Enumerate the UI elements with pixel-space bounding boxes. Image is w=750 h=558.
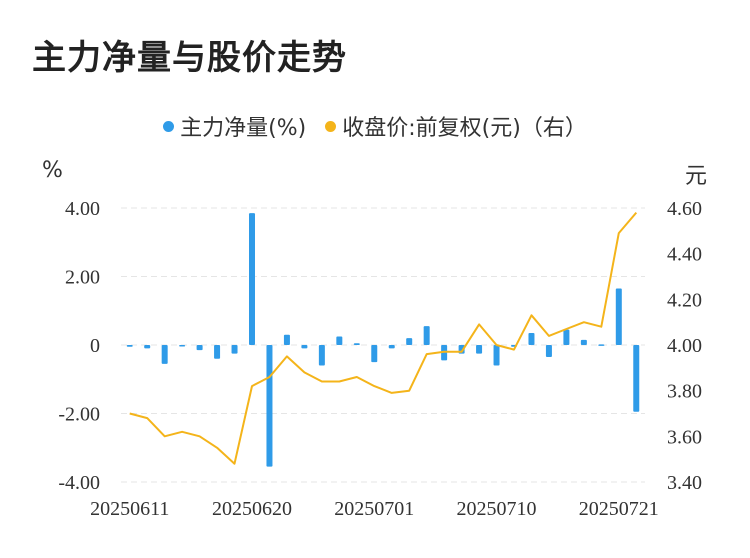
left-tick-label: 4.00 [65, 198, 100, 220]
bar [214, 345, 221, 359]
bar [545, 345, 552, 357]
bar [318, 345, 325, 366]
x-tick-label: 20250701 [334, 498, 414, 520]
bar [249, 213, 255, 345]
bar [371, 345, 378, 363]
left-tick-label: -2.00 [58, 404, 100, 426]
bar [266, 345, 273, 467]
x-axis-ticks: 20250611 20250620 20250701 20250710 20250721 [90, 498, 659, 520]
legend-label-net-volume: 主力净量(%) [180, 116, 307, 141]
x-tick-label: 20250721 [579, 498, 659, 520]
bar [406, 338, 413, 345]
grid-lines [121, 207, 645, 483]
left-tick-label: 2.00 [65, 267, 100, 289]
bar [528, 333, 535, 345]
legend-dot-icon [325, 120, 337, 132]
bar [493, 345, 500, 366]
bar-series [126, 213, 640, 467]
bar [633, 345, 640, 412]
right-tick-label: 3.60 [667, 426, 702, 448]
x-tick-label: 20250611 [90, 498, 169, 520]
right-tick-label: 4.20 [667, 289, 702, 311]
bar [353, 343, 360, 345]
bar [144, 345, 151, 349]
left-axis-unit: % [42, 158, 63, 183]
bar [231, 345, 238, 354]
line-series [129, 211, 638, 465]
right-axis-ticks: 4.60 4.40 4.20 4.00 3.80 3.60 3.40 [667, 198, 702, 494]
chart-title: 主力净量与股价走势 [32, 38, 347, 78]
bar [423, 326, 430, 345]
bar [179, 345, 186, 347]
right-tick-label: 3.80 [667, 381, 702, 403]
left-tick-label: 0 [90, 335, 100, 357]
bar [126, 345, 133, 347]
bar [563, 329, 570, 345]
legend-item-net-volume[interactable]: 主力净量(%) [163, 110, 306, 142]
bar [580, 339, 587, 345]
bar [598, 344, 605, 346]
left-axis-ticks: 4.00 2.00 0 -2.00 -4.00 [58, 198, 100, 494]
right-tick-label: 3.40 [667, 472, 702, 494]
x-tick-label: 20250710 [457, 498, 537, 520]
bar [476, 345, 483, 354]
bar [336, 336, 343, 345]
bar [161, 345, 168, 364]
left-tick-label: -4.00 [58, 472, 100, 494]
legend-dot-icon [163, 120, 175, 132]
x-tick-label: 20250620 [212, 498, 292, 520]
right-tick-label: 4.60 [667, 198, 702, 220]
right-axis-unit: 元 [685, 164, 708, 189]
legend-label-close-price: 收盘价:前复权(元)（右） [342, 116, 587, 141]
bar [283, 334, 290, 345]
right-tick-label: 4.00 [667, 335, 702, 357]
bar [615, 288, 622, 345]
right-tick-label: 4.40 [667, 244, 702, 266]
bar [196, 345, 203, 351]
price-line [129, 211, 638, 465]
bar [388, 345, 395, 349]
bar [301, 345, 308, 349]
legend-item-close-price[interactable]: 收盘价:前复权(元)（右） [325, 110, 587, 142]
legend: 主力净量(%) 收盘价:前复权(元)（右） [0, 110, 750, 142]
